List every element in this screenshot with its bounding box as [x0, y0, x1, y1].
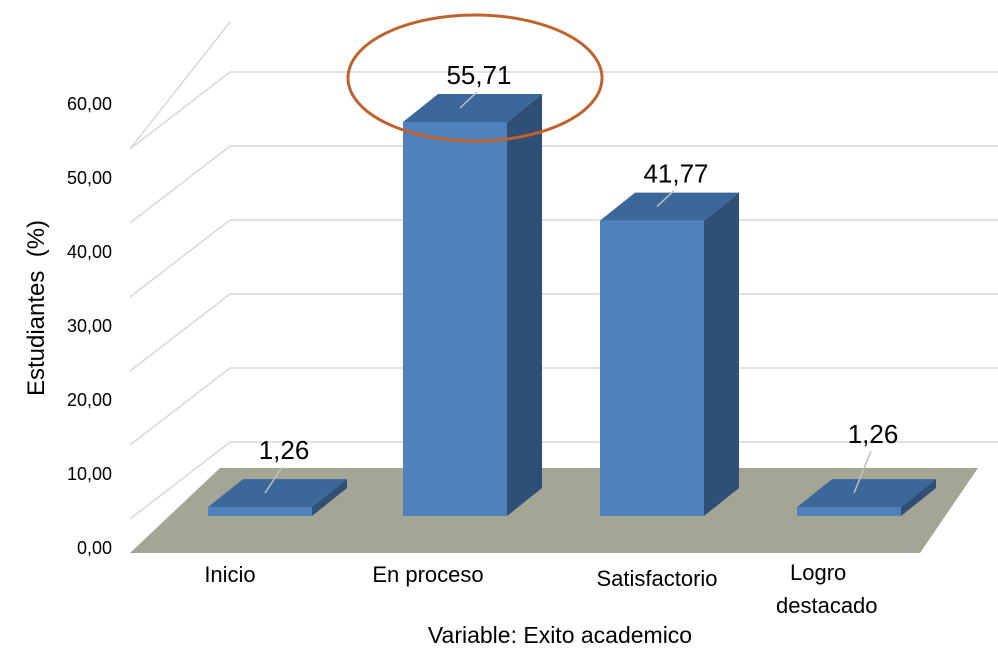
bar-front: [797, 507, 901, 516]
gridline: [129, 367, 998, 446]
y-tick-label: 30,00: [67, 316, 112, 336]
leader-line: [656, 190, 675, 208]
gridline: [129, 71, 998, 150]
data-label: 55,71: [446, 60, 511, 90]
data-label: 41,77: [643, 159, 708, 189]
bar: [600, 192, 739, 516]
highlight-annotation: [346, 13, 604, 143]
y-tick-label: 0,00: [77, 538, 112, 558]
bar-front: [600, 220, 704, 516]
category-label-line: Satisfactorio: [596, 566, 717, 591]
gridline: [129, 441, 998, 520]
bar-top: [208, 479, 347, 508]
x-axis-categories: Inicio En proceso Satisfactorio Logro destac…: [204, 560, 877, 618]
bar-side: [507, 94, 542, 516]
bar: [797, 479, 936, 516]
category-label: Inicio: [204, 562, 255, 587]
y-tick-label: 60,00: [67, 94, 112, 114]
category-label: En proceso: [372, 562, 483, 587]
bar-top: [600, 192, 739, 221]
data-label: 1,26: [259, 435, 310, 465]
bar-top: [403, 94, 542, 122]
leader-line: [264, 466, 283, 494]
bar-side: [901, 479, 936, 516]
y-axis-ticks: 0,00 10,00 20,00 30,00 40,00 50,00 60,00: [67, 94, 112, 558]
category-label: Logro destacado: [776, 560, 878, 618]
category-label-line: Logro: [790, 560, 846, 585]
bar-side: [704, 192, 739, 516]
y-tick-label: 20,00: [67, 390, 112, 410]
bar-top: [797, 479, 936, 508]
y-axis-title: Estudiantes (%): [23, 220, 50, 396]
category-label-line: destacado: [776, 593, 878, 618]
data-label: 1,26: [848, 419, 899, 449]
leader-line: [459, 91, 478, 109]
bars: [208, 94, 936, 516]
data-labels: 1,26 55,71 41,77 1,26: [259, 60, 899, 494]
category-label-line: Inicio: [204, 562, 255, 587]
bar-front: [403, 122, 507, 516]
category-label: Satisfactorio: [596, 566, 717, 591]
gridline: [129, 145, 998, 224]
gridline: [129, 21, 231, 150]
y-tick-label: 40,00: [67, 242, 112, 262]
category-label-line: En proceso: [372, 562, 483, 587]
highlight-ring: [346, 13, 604, 143]
y-tick-label: 10,00: [67, 464, 112, 484]
y-tick-label: 50,00: [67, 168, 112, 188]
leader-line: [853, 450, 872, 494]
bar-side: [312, 479, 347, 516]
x-axis-title: Variable: Exito academico: [428, 622, 692, 648]
gridline: [129, 293, 998, 372]
bar: [403, 94, 542, 516]
bar-front: [208, 507, 312, 516]
bar: [208, 479, 347, 516]
gridlines: [129, 21, 998, 520]
gridline: [129, 219, 998, 298]
